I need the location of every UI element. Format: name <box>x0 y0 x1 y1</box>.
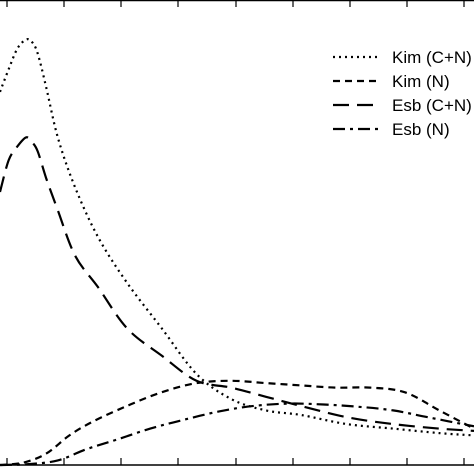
series-line-kim-n <box>0 379 474 467</box>
series-line-kim-c-n <box>0 38 474 437</box>
legend-label: Kim (N) <box>392 72 450 91</box>
series-line-esb-n <box>0 402 474 467</box>
legend-label: Kim (C+N) <box>392 48 472 67</box>
legend-label: Esb (N) <box>392 120 450 139</box>
series-line-esb-c-n <box>0 136 474 432</box>
legend: Kim (C+N) Kim (N) Esb (C+N) Esb (N) <box>333 48 472 139</box>
series-layer <box>0 38 474 467</box>
legend-label: Esb (C+N) <box>392 96 472 115</box>
